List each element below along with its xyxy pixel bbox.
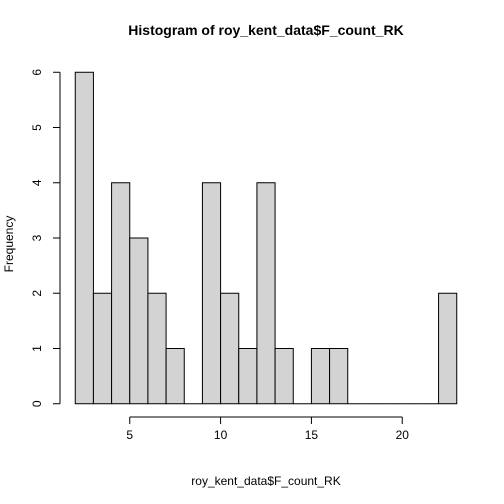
y-tick-label: 6 bbox=[30, 69, 44, 76]
histogram-bar bbox=[438, 292, 458, 405]
y-tick-label: 5 bbox=[30, 124, 44, 131]
histogram-bar bbox=[329, 347, 349, 405]
histogram-bar bbox=[274, 347, 294, 405]
histogram-bar bbox=[201, 182, 222, 405]
histogram-bar bbox=[310, 347, 331, 405]
histogram-bar bbox=[220, 292, 240, 405]
x-tick-label: 20 bbox=[396, 428, 410, 442]
histogram-bar bbox=[147, 292, 167, 405]
y-tick-label: 1 bbox=[30, 345, 44, 352]
y-tick-label: 2 bbox=[30, 290, 44, 297]
histogram-bar bbox=[238, 347, 258, 405]
histogram-bar bbox=[92, 292, 113, 405]
histogram-bar bbox=[74, 71, 94, 405]
y-axis: 0 1 2 3 4 5 6 bbox=[30, 69, 61, 407]
y-tick-label: 3 bbox=[30, 234, 44, 241]
x-tick-label: 10 bbox=[214, 428, 228, 442]
histogram-bar bbox=[256, 182, 276, 405]
histogram-bar bbox=[165, 347, 185, 405]
x-tick-label: 15 bbox=[305, 428, 319, 442]
bars-group bbox=[74, 71, 458, 405]
y-tick-label: 0 bbox=[30, 400, 44, 407]
y-tick-label: 4 bbox=[30, 179, 44, 186]
histogram-bar bbox=[129, 237, 149, 405]
chart-title: Histogram of roy_kent_data$F_count_RK bbox=[128, 22, 403, 38]
x-axis-label: roy_kent_data$F_count_RK bbox=[191, 474, 340, 488]
x-tick-label: 5 bbox=[126, 428, 133, 442]
histogram-bar bbox=[111, 182, 131, 405]
y-axis-label: Frequency bbox=[2, 216, 16, 273]
x-axis: 5 10 15 20 bbox=[126, 416, 410, 442]
